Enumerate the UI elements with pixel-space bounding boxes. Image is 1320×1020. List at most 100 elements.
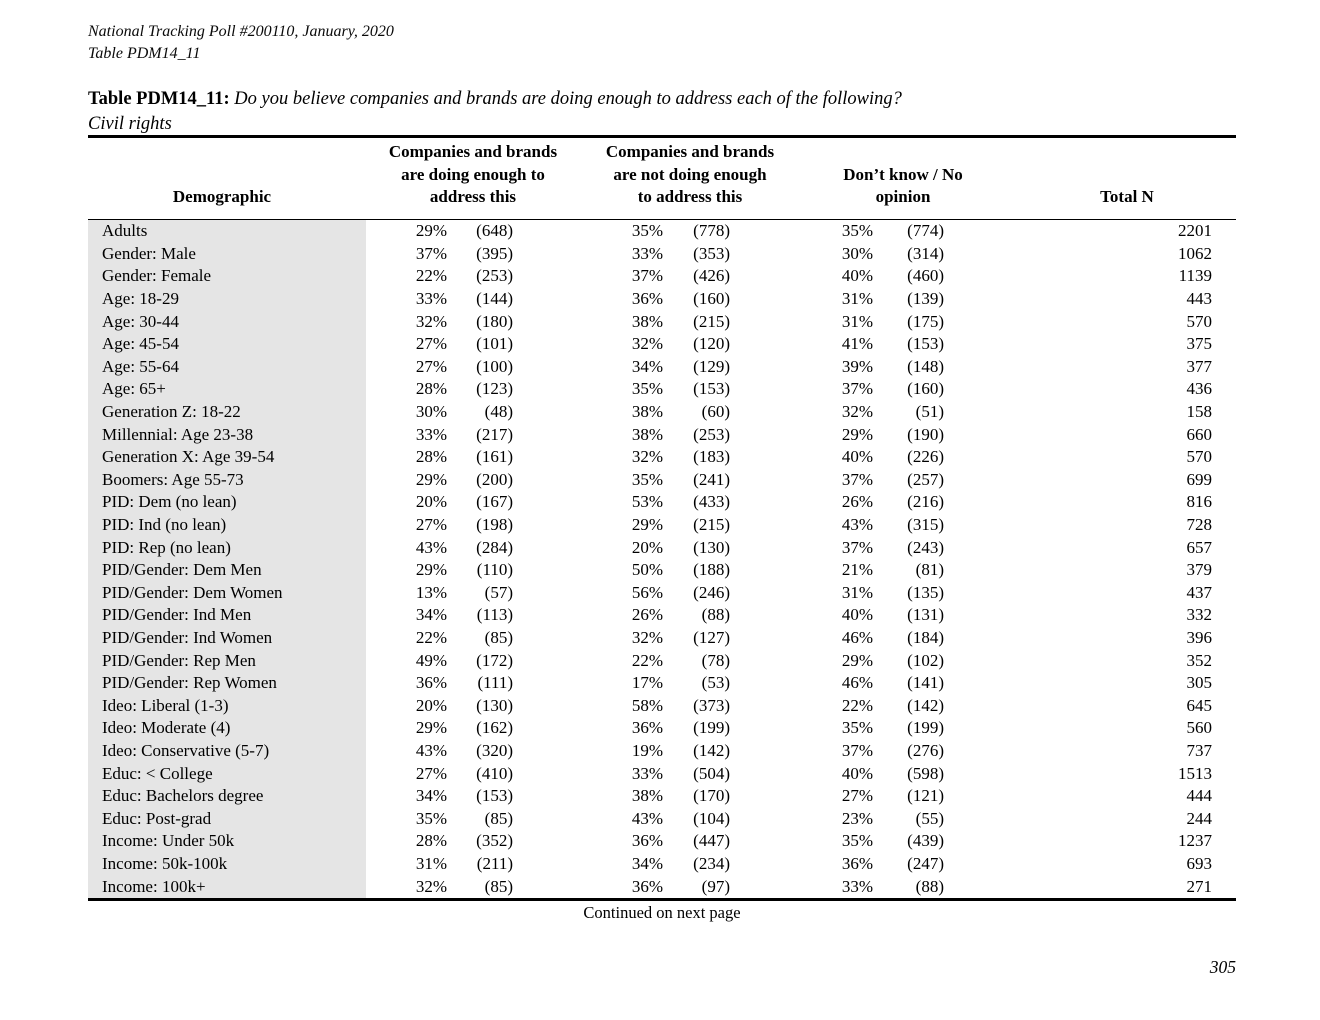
doing-enough-n-cell: (253) [476, 266, 513, 286]
demographic-cell: PID: Ind (no lean) [88, 513, 366, 537]
table-title-line: Table PDM14_11: Do you believe companies… [88, 87, 1236, 112]
not-doing-enough-pct-cell: 36% [631, 289, 663, 309]
total-n-cell: 377 [1186, 356, 1213, 376]
not-doing-enough-pct-cell: 35% [631, 379, 663, 399]
demographic-cell: Age: 18-29 [88, 287, 366, 311]
not-doing-enough-n-cell: (215) [693, 311, 730, 331]
dont-know-pct-cell: 40% [841, 266, 873, 286]
dont-know-pct-cell: 39% [841, 356, 873, 376]
not-doing-enough-pct-cell: 50% [631, 560, 663, 580]
table-row: PID: Rep (no lean) 43% (284) 20% (130) 3… [88, 536, 1236, 559]
doing-enough-n-cell: (217) [476, 424, 513, 444]
total-n-cell: 375 [1186, 334, 1213, 354]
doing-enough-pct-cell: 13% [415, 582, 447, 602]
dont-know-n-cell: (175) [907, 311, 944, 331]
not-doing-enough-n-cell: (447) [693, 831, 730, 851]
not-doing-enough-n-cell: (778) [693, 221, 730, 241]
dont-know-n-cell: (51) [915, 402, 944, 422]
doing-enough-pct-cell: 20% [415, 492, 447, 512]
doing-enough-n-cell: (200) [476, 469, 513, 489]
doing-enough-n-cell: (211) [476, 853, 513, 873]
doing-enough-pct-cell: 27% [415, 334, 447, 354]
demographic-cell: PID/Gender: Ind Women [88, 626, 366, 650]
doing-enough-n-cell: (172) [476, 650, 513, 670]
dont-know-pct-cell: 40% [841, 763, 873, 783]
total-n-cell: 244 [1186, 808, 1213, 828]
table-row: PID: Ind (no lean) 27% (198) 29% (215) 4… [88, 513, 1236, 537]
table-column-headers: Demographic Companies and brands are doi… [88, 135, 1236, 220]
not-doing-enough-n-cell: (241) [693, 469, 730, 489]
not-doing-enough-n-cell: (215) [693, 515, 730, 535]
doing-enough-pct-cell: 29% [415, 469, 447, 489]
not-doing-enough-n-cell: (504) [693, 763, 730, 783]
doing-enough-pct-cell: 29% [415, 221, 447, 241]
doing-enough-pct-cell: 22% [415, 627, 447, 647]
not-doing-enough-pct-cell: 36% [631, 831, 663, 851]
doing-enough-pct-cell: 34% [415, 605, 447, 625]
total-n-cell: 816 [1186, 492, 1213, 512]
dont-know-pct-cell: 37% [841, 740, 873, 760]
dont-know-n-cell: (121) [907, 786, 944, 806]
doing-enough-pct-cell: 33% [415, 424, 447, 444]
not-doing-enough-n-cell: (253) [693, 424, 730, 444]
dont-know-n-cell: (243) [907, 537, 944, 557]
doing-enough-n-cell: (57) [484, 582, 513, 602]
table-row: PID/Gender: Dem Men 29% (110) 50% (188) … [88, 558, 1236, 582]
not-doing-enough-pct-cell: 35% [631, 469, 663, 489]
dont-know-pct-cell: 40% [841, 605, 873, 625]
table-row: Income: Under 50k 28% (352) 36% (447) 35… [88, 830, 1236, 853]
table-title-label: Table PDM14_11: [88, 89, 230, 109]
not-doing-enough-n-cell: (130) [693, 537, 730, 557]
demographic-cell: Age: 65+ [88, 378, 366, 401]
dont-know-n-cell: (55) [915, 808, 944, 828]
dont-know-n-cell: (439) [907, 831, 944, 851]
not-doing-enough-n-cell: (104) [693, 808, 730, 828]
poll-name: National Tracking Poll #200110, January,… [88, 23, 394, 40]
total-n-cell: 396 [1186, 627, 1213, 647]
dont-know-pct-cell: 29% [841, 650, 873, 670]
total-n-cell: 379 [1186, 560, 1213, 580]
table-row: Ideo: Moderate (4) 29% (162) 36% (199) 3… [88, 717, 1236, 740]
not-doing-enough-n-cell: (127) [693, 627, 730, 647]
not-doing-enough-pct-cell: 34% [631, 853, 663, 873]
table-row: Educ: < College 27% (410) 33% (504) 40% … [88, 762, 1236, 785]
dont-know-n-cell: (190) [907, 424, 944, 444]
table-row: Gender: Male 37% (395) 33% (353) 30% (31… [88, 242, 1236, 266]
demographic-cell: Age: 55-64 [88, 355, 366, 379]
demographic-cell: Boomers: Age 55-73 [88, 468, 366, 492]
not-doing-enough-n-cell: (246) [693, 582, 730, 602]
doing-enough-pct-cell: 49% [415, 650, 447, 670]
total-n-cell: 699 [1186, 469, 1213, 489]
not-doing-enough-pct-cell: 37% [631, 266, 663, 286]
doing-enough-n-cell: (100) [476, 356, 513, 376]
not-doing-enough-n-cell: (373) [693, 695, 730, 715]
not-doing-enough-pct-cell: 33% [631, 243, 663, 263]
demographic-cell: Educ: < College [88, 762, 366, 785]
total-n-cell: 660 [1186, 424, 1213, 444]
not-doing-enough-pct-cell: 38% [631, 786, 663, 806]
doing-enough-pct-cell: 43% [415, 537, 447, 557]
not-doing-enough-pct-cell: 36% [631, 718, 663, 738]
table-row: PID/Gender: Rep Men 49% (172) 22% (78) 2… [88, 649, 1236, 672]
not-doing-enough-n-cell: (234) [693, 853, 730, 873]
total-n-cell: 657 [1186, 537, 1213, 557]
not-doing-enough-n-cell: (426) [693, 266, 730, 286]
doing-enough-n-cell: (162) [476, 718, 513, 738]
dont-know-pct-cell: 40% [841, 447, 873, 467]
doing-enough-n-cell: (198) [476, 515, 513, 535]
total-n-cell: 352 [1186, 650, 1213, 670]
doing-enough-pct-cell: 27% [415, 356, 447, 376]
table-row: PID/Gender: Ind Men 34% (113) 26% (88) 4… [88, 604, 1236, 627]
dont-know-pct-cell: 32% [841, 402, 873, 422]
doing-enough-n-cell: (153) [476, 786, 513, 806]
not-doing-enough-n-cell: (353) [693, 243, 730, 263]
doing-enough-n-cell: (123) [476, 379, 513, 399]
doing-enough-n-cell: (284) [476, 537, 513, 557]
dont-know-pct-cell: 37% [841, 379, 873, 399]
total-n-cell: 1139 [1178, 266, 1212, 286]
demographic-cell: Gender: Female [88, 265, 366, 288]
demographic-cell: Generation Z: 18-22 [88, 400, 366, 424]
doing-enough-n-cell: (111) [477, 673, 513, 693]
not-doing-enough-pct-cell: 32% [631, 334, 663, 354]
total-n-cell: 443 [1186, 289, 1213, 309]
